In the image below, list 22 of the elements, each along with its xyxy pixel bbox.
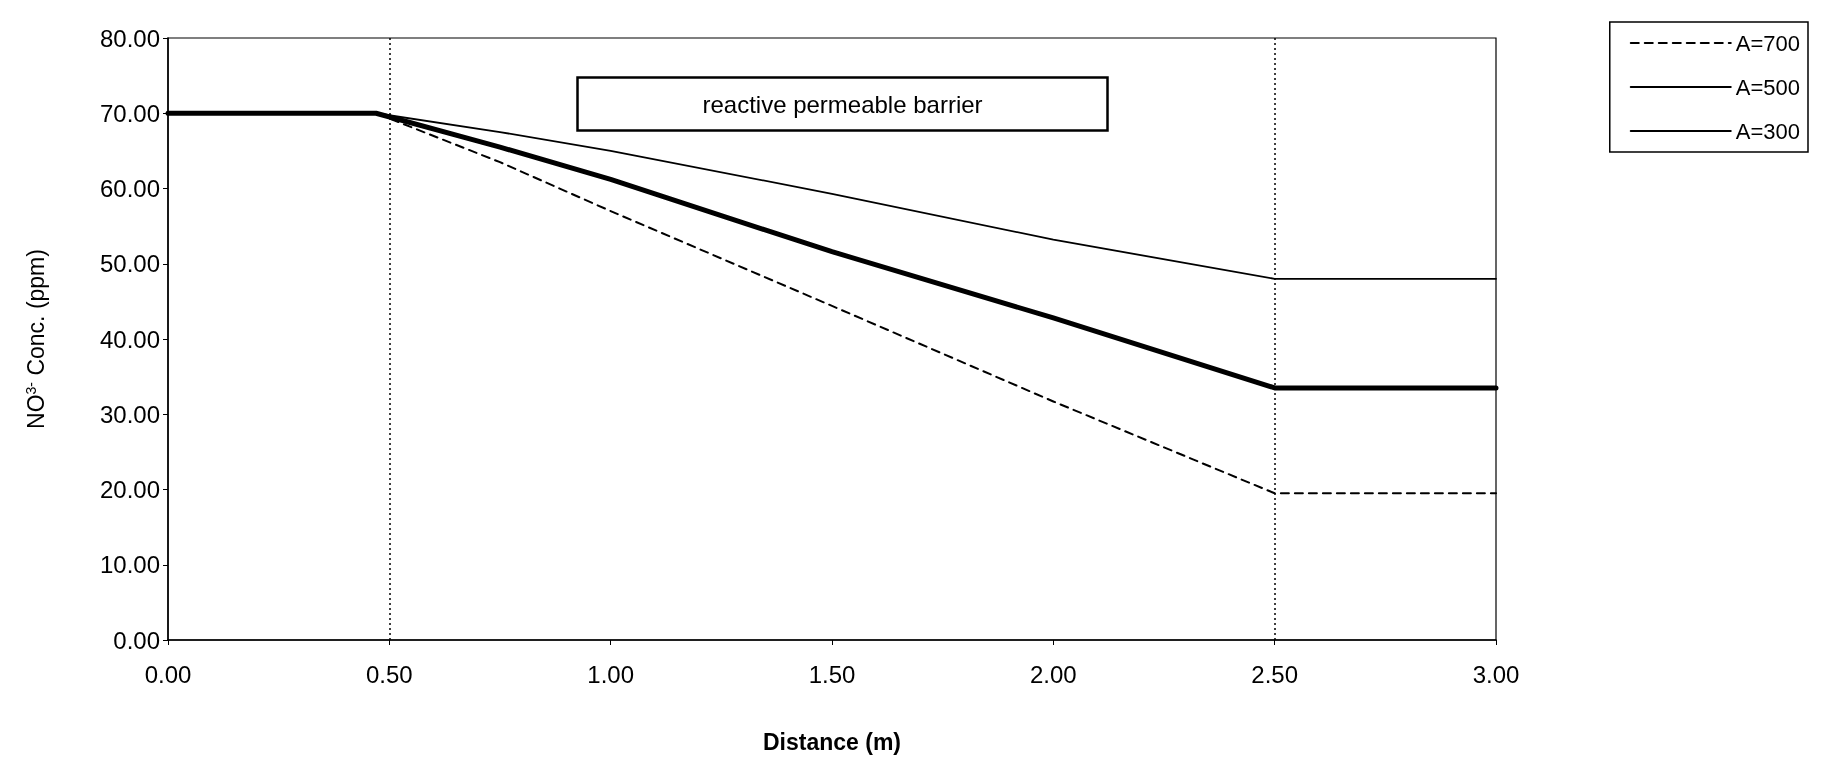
y-tick-label: 60.00 [99,175,160,202]
y-tick-label: 30.00 [99,400,160,428]
y-tick-label: 0.00 [113,626,160,654]
y-tick-label: 50.00 [99,250,160,278]
x-tick-label: 0.00 [144,660,192,688]
y-tick-label: 20.00 [99,476,160,503]
x-axis-title: Distance (m) [762,728,902,755]
legend-label: A=300 [1735,118,1801,144]
x-tick-label: 2.00 [1029,660,1077,688]
y-tick-label: 70.00 [99,99,160,127]
y-axis-title: NO3- Conc. (ppm) [23,249,49,429]
legend-label: A=700 [1735,30,1801,56]
x-tick-label: 1.50 [808,660,856,688]
annotation: reactive permeable barrier [702,91,983,118]
x-tick-label: 0.50 [365,660,413,688]
x-tick-label: 3.00 [1472,660,1520,688]
x-tick-label: 1.00 [587,660,635,688]
legend-label: A=500 [1735,74,1801,100]
y-tick-label: 10.00 [99,551,160,579]
x-tick-label: 2.50 [1251,660,1299,688]
y-tick-label: 40.00 [99,325,160,353]
y-tick-label: 80.00 [99,24,160,52]
